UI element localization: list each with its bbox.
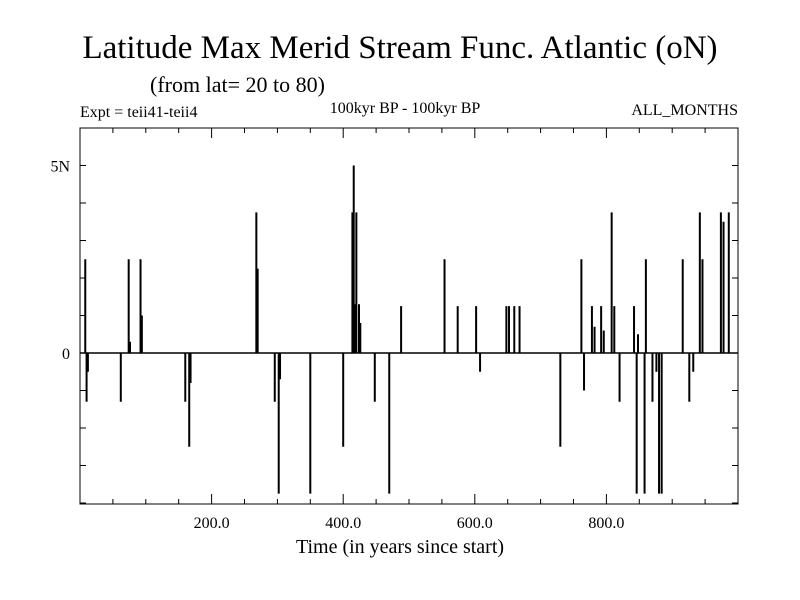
x-tick-label: 800.0 <box>588 515 624 532</box>
x-axis-label: Time (in years since start) <box>295 536 505 558</box>
season-label: ALL_MONTHS <box>631 102 738 119</box>
chart-subtitle: (from lat= 20 to 80) <box>150 72 325 97</box>
chart-title: Latitude Max Merid Stream Func. Atlantic… <box>82 30 718 66</box>
x-tick-label: 400.0 <box>325 515 361 532</box>
experiment-label: Expt = teii41-teii4 <box>80 104 198 121</box>
y-tick-label: 0 <box>62 346 70 363</box>
y-tick-label: 5N <box>50 159 70 176</box>
x-tick-label: 200.0 <box>194 515 230 532</box>
period-label: 100kyr BP - 100kyr BP <box>329 100 481 117</box>
x-tick-label: 600.0 <box>457 515 493 532</box>
plot-frame <box>79 127 739 505</box>
